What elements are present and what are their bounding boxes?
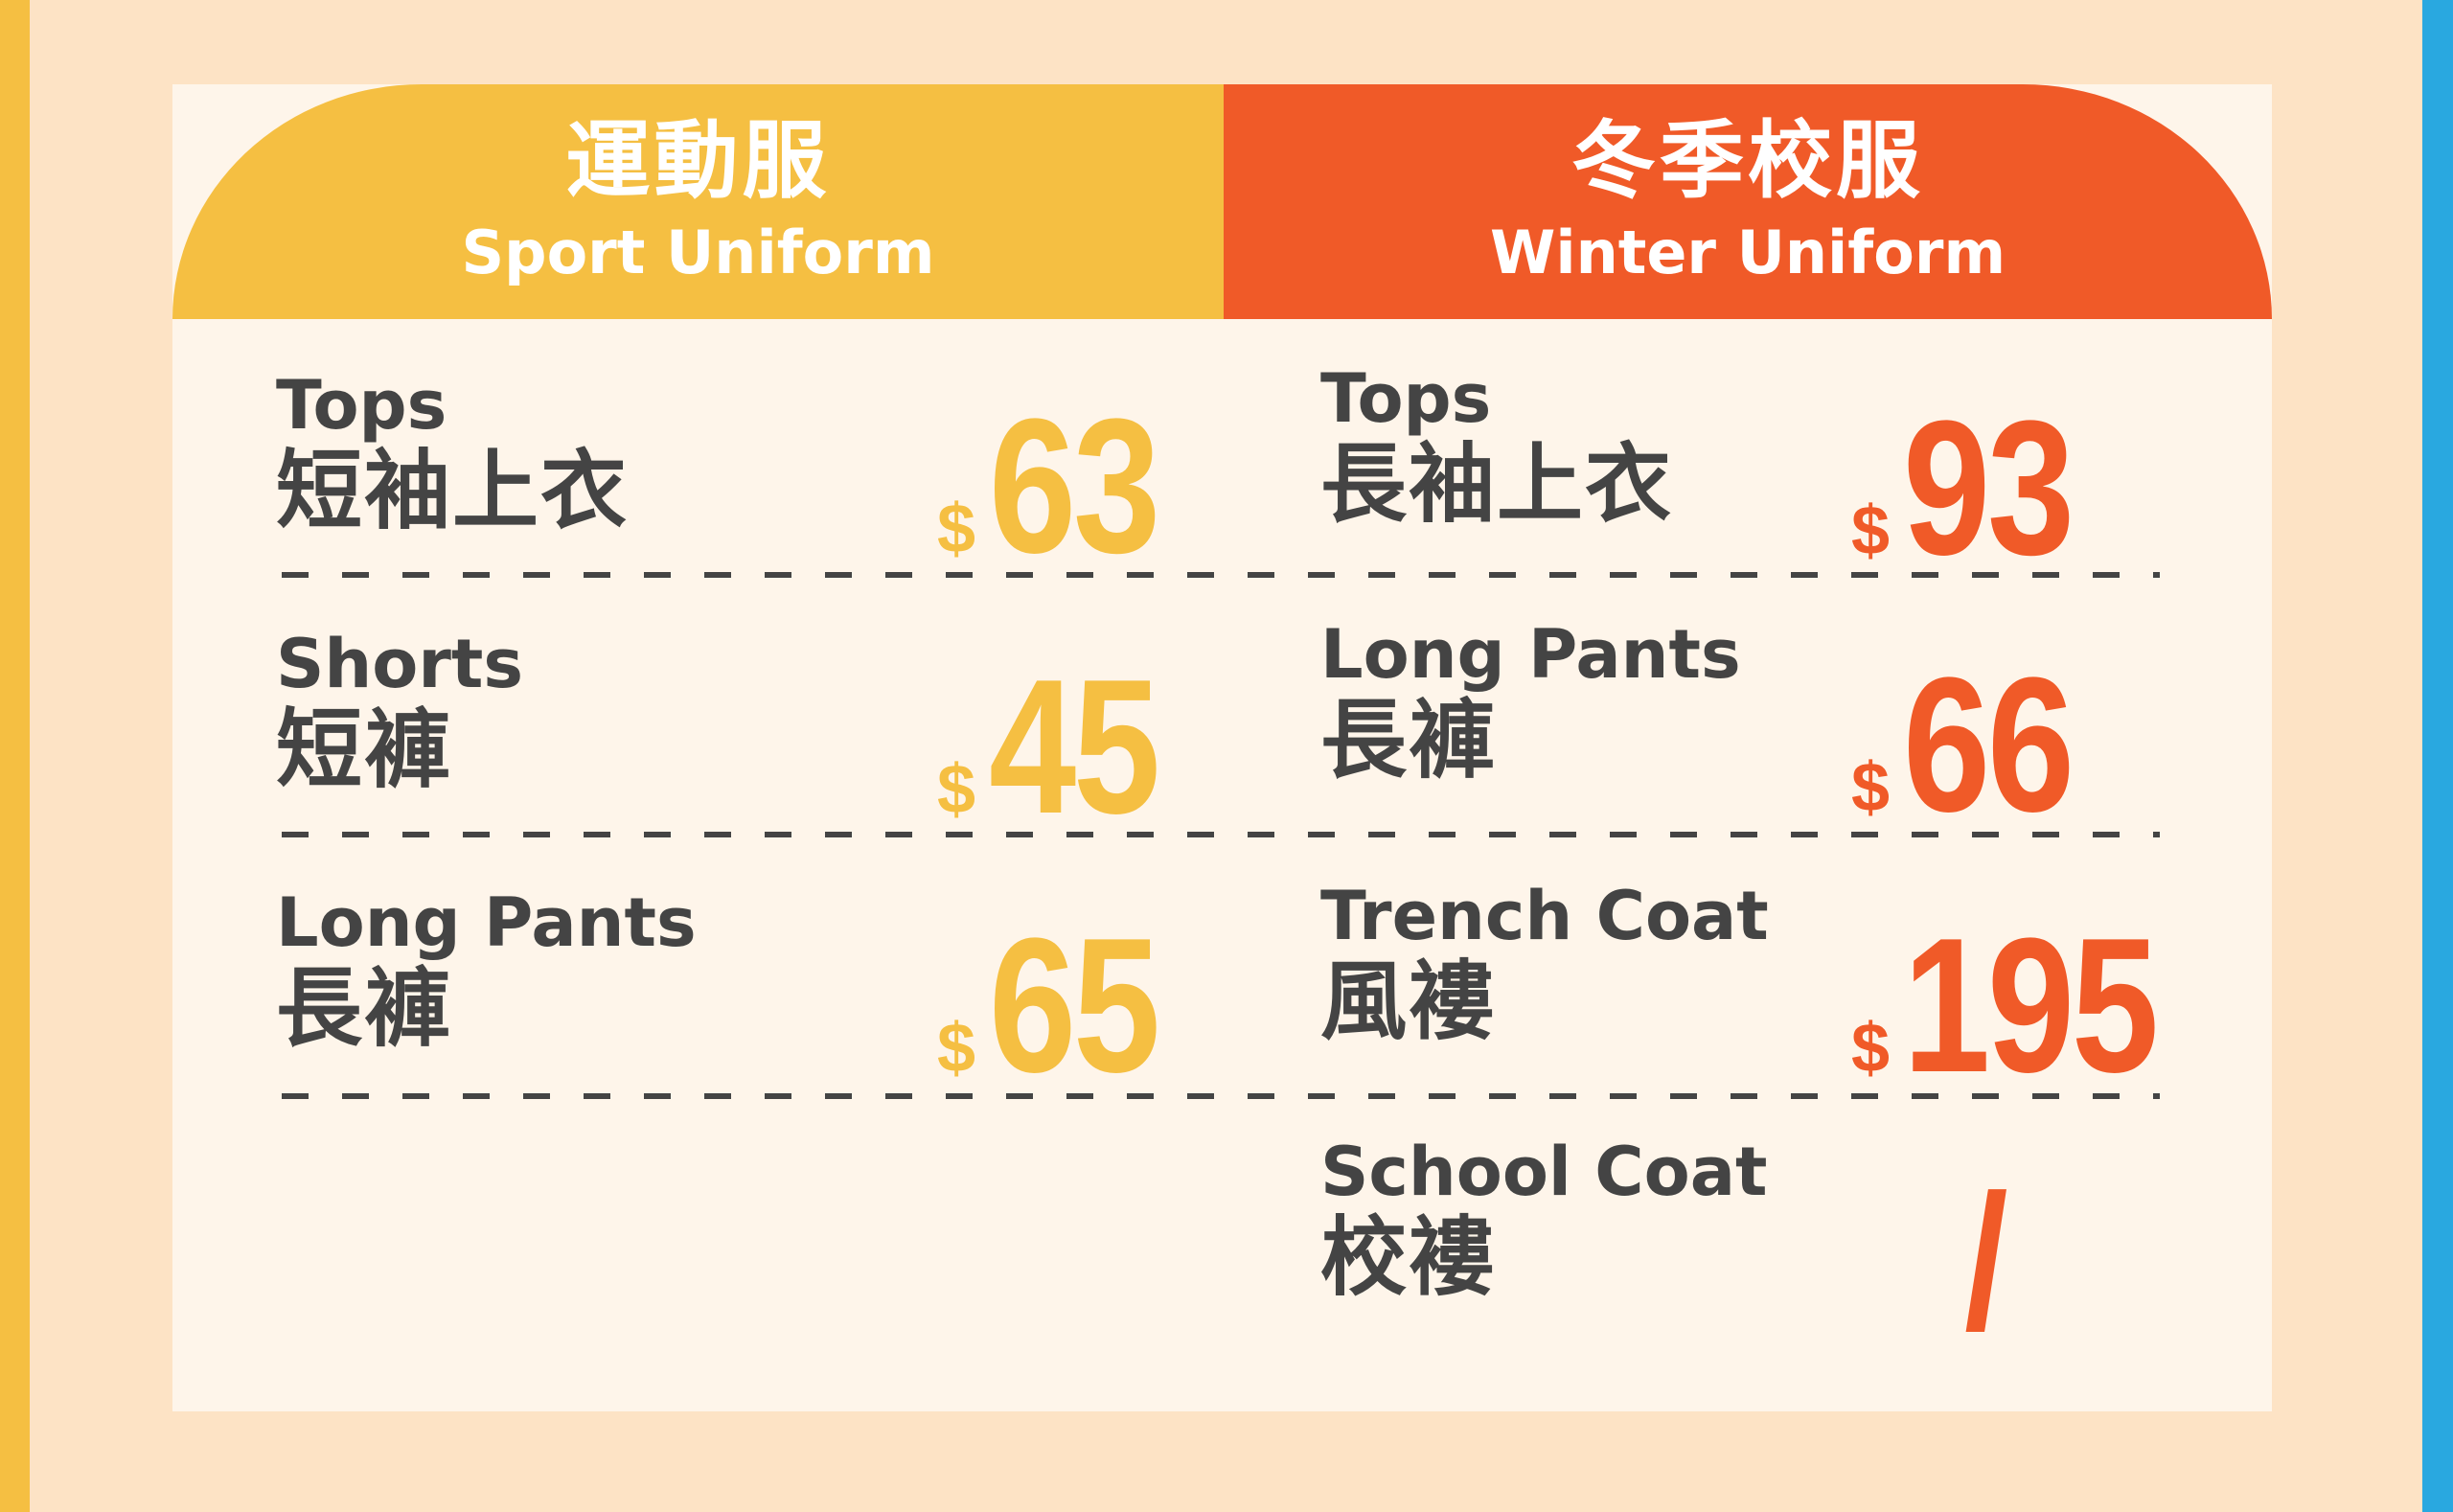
currency-symbol: $ [937, 491, 976, 567]
row-divider [282, 1093, 2160, 1099]
winter-price-trench-coat: $195 [1851, 910, 2212, 1102]
item-name-en: Tops [276, 366, 447, 445]
price-value: 93 [1903, 381, 2075, 595]
currency-symbol: $ [937, 751, 976, 828]
winter-price-school-coat: / [1964, 1167, 2014, 1359]
sport-title-en: Sport Uniform [461, 218, 935, 287]
row-divider [282, 832, 2160, 837]
sport-item-shorts: Shorts 短褲 [276, 626, 523, 798]
item-name-en: Long Pants [276, 883, 697, 962]
winter-price-long-pants: $66 [1851, 650, 2109, 841]
price-value: 66 [1903, 638, 2075, 852]
row-divider [282, 572, 2160, 578]
item-name-zh: 風褸 [1320, 951, 1497, 1052]
winter-item-trench-coat: Trench Coat 風褸 [1320, 878, 1769, 1050]
winter-price-tops: $93 [1851, 393, 2109, 584]
sport-price-long-pants: $65 [937, 910, 1195, 1102]
item-name-en: Long Pants [1320, 615, 1741, 694]
sport-price-tops: $63 [937, 391, 1195, 583]
left-accent-bar [0, 0, 30, 1512]
sport-uniform-header: 運動服 Sport Uniform [172, 84, 1224, 319]
price-value: / [1964, 1156, 2008, 1369]
price-value: 195 [1903, 899, 2159, 1112]
item-name-en: Shorts [276, 625, 523, 703]
winter-item-school-coat: School Coat 校褸 [1320, 1134, 1767, 1306]
right-accent-bar [2422, 0, 2453, 1512]
price-card: 運動服 Sport Uniform 冬季校服 Winter Uniform To… [172, 84, 2272, 1411]
item-name-zh: 短袖上衣 [276, 441, 629, 541]
sport-price-shorts: $45 [937, 652, 1195, 843]
winter-title-en: Winter Uniform [1489, 218, 2006, 287]
item-name-en: Trench Coat [1320, 877, 1769, 955]
currency-symbol: $ [1851, 749, 1891, 826]
item-name-zh: 長褲 [1320, 690, 1497, 790]
price-value: 65 [989, 899, 1160, 1112]
winter-title-zh: 冬季校服 [1570, 111, 1924, 210]
currency-symbol: $ [937, 1010, 976, 1087]
price-value: 45 [989, 640, 1160, 854]
currency-symbol: $ [1851, 493, 1891, 569]
sport-item-long-pants: Long Pants 長褲 [276, 884, 697, 1057]
price-value: 63 [989, 379, 1160, 593]
currency-symbol: $ [1851, 1010, 1891, 1087]
winter-uniform-header: 冬季校服 Winter Uniform [1224, 84, 2272, 319]
winter-item-tops: Tops 長袖上衣 [1320, 360, 1673, 533]
item-name-zh: 短褲 [276, 699, 452, 800]
item-name-en: Tops [1320, 359, 1492, 438]
item-name-zh: 校褸 [1320, 1207, 1497, 1308]
sport-item-tops: Tops 短袖上衣 [276, 367, 629, 539]
item-name-en: School Coat [1320, 1133, 1768, 1211]
sport-title-zh: 運動服 [565, 111, 831, 210]
item-name-zh: 長褲 [276, 958, 452, 1059]
item-name-zh: 長袖上衣 [1320, 434, 1673, 535]
winter-item-long-pants: Long Pants 長褲 [1320, 616, 1741, 789]
